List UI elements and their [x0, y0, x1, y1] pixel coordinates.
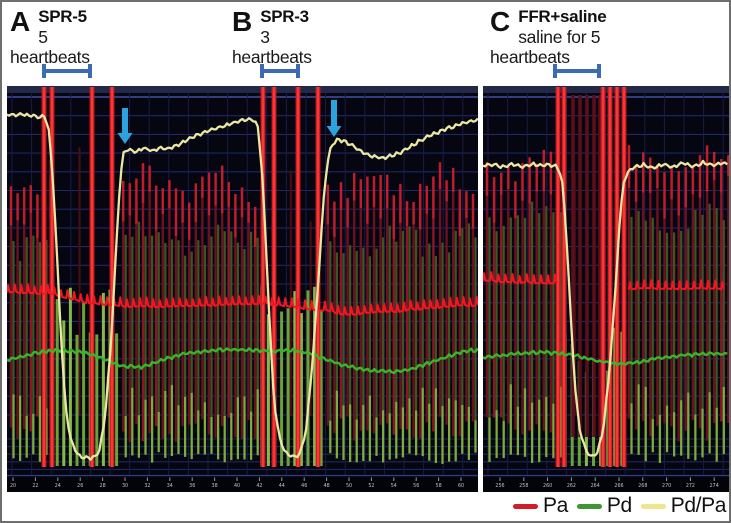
svg-text:270: 270: [662, 483, 671, 489]
pdpa-color-swatch: [640, 503, 666, 509]
pdpa-ratio-trace: [483, 159, 728, 457]
svg-text:266: 266: [614, 483, 623, 489]
panel-c-letter: C: [490, 6, 510, 37]
svg-text:28: 28: [100, 483, 106, 489]
svg-text:46: 46: [301, 483, 307, 489]
svg-text:42: 42: [256, 483, 262, 489]
svg-text:256: 256: [495, 483, 504, 489]
svg-text:44: 44: [279, 483, 285, 489]
time-axis: 20 22 24 26 28 30 32 34 36 38 40 42 44 46 48 50 52 54 56 58…: [7, 474, 478, 492]
pa-mean-line: [483, 271, 725, 291]
svg-text:262: 262: [567, 483, 576, 489]
measurement-window-bracket-c: [553, 64, 601, 78]
svg-text:30: 30: [122, 483, 128, 489]
svg-text:34: 34: [167, 483, 173, 489]
panel-c-title: FFR+saline: [518, 7, 607, 26]
svg-text:38: 38: [212, 483, 218, 489]
svg-text:22: 22: [32, 483, 38, 489]
svg-text:258: 258: [519, 483, 528, 489]
svg-text:58: 58: [436, 483, 442, 489]
panel-b-title: SPR-3: [260, 7, 309, 26]
dark-artifact-bars: [571, 95, 602, 437]
panel-c-header: C FFR+saline saline for 5 heartbeats: [490, 6, 656, 68]
panel-b-header: B SPR-3 3 heartbeats: [232, 6, 326, 68]
panel-c-subtitle: saline for 5 heartbeats: [490, 27, 601, 67]
svg-text:48: 48: [324, 483, 330, 489]
legend-item-pa: Pa: [513, 494, 568, 518]
svg-text:20: 20: [10, 483, 16, 489]
measurement-window-bracket-b: [260, 64, 300, 78]
svg-text:32: 32: [144, 483, 150, 489]
panel-a-subtitle: 5 heartbeats: [10, 27, 90, 67]
svg-text:36: 36: [189, 483, 195, 489]
svg-text:56: 56: [413, 483, 419, 489]
svg-text:272: 272: [686, 483, 695, 489]
pressure-tracing-panel-c: 256 258 260 262 264 266 268 270 272 274: [483, 86, 729, 492]
svg-text:60: 60: [458, 483, 464, 489]
svg-text:52: 52: [368, 483, 374, 489]
time-axis: 256 258 260 262 264 266 268 270 272 274: [483, 474, 729, 492]
legend-label-pdpa: Pd/Pa: [670, 494, 727, 517]
svg-text:54: 54: [391, 483, 397, 489]
svg-text:268: 268: [638, 483, 647, 489]
trace-legend: Pa Pd Pd/Pa: [513, 494, 726, 518]
svg-text:274: 274: [710, 483, 719, 489]
pa-mean-line: [7, 283, 478, 316]
pressure-tracing-panel-ab: 20 22 24 26 28 30 32 34 36 38 40 42 44 46 48 50 52 54 56 58…: [7, 86, 478, 492]
svg-text:40: 40: [234, 483, 240, 489]
legend-item-pdpa: Pd/Pa: [640, 494, 727, 518]
pdpa-ratio-trace: [7, 112, 478, 461]
measurement-window-bracket-a: [42, 64, 92, 78]
pd-mean-line: [483, 349, 728, 367]
legend-label-pa: Pa: [543, 494, 568, 517]
legend-item-pd: Pd: [576, 494, 632, 518]
svg-text:264: 264: [591, 483, 600, 489]
svg-text:24: 24: [55, 483, 61, 489]
panel-a-title: SPR-5: [38, 7, 87, 26]
pa-color-swatch: [513, 503, 538, 509]
svg-text:26: 26: [77, 483, 83, 489]
pd-color-swatch: [576, 503, 602, 509]
pd-mean-line: [7, 347, 478, 375]
panel-b-subtitle: 3 heartbeats: [232, 27, 312, 67]
svg-text:260: 260: [543, 483, 552, 489]
panel-a-header: A SPR-5 5 heartbeats: [10, 6, 104, 68]
panel-b-letter: B: [232, 6, 252, 37]
svg-text:50: 50: [346, 483, 352, 489]
panel-a-letter: A: [10, 6, 30, 37]
saline-plateau-arrows: [117, 100, 342, 144]
legend-label-pd: Pd: [606, 494, 632, 517]
